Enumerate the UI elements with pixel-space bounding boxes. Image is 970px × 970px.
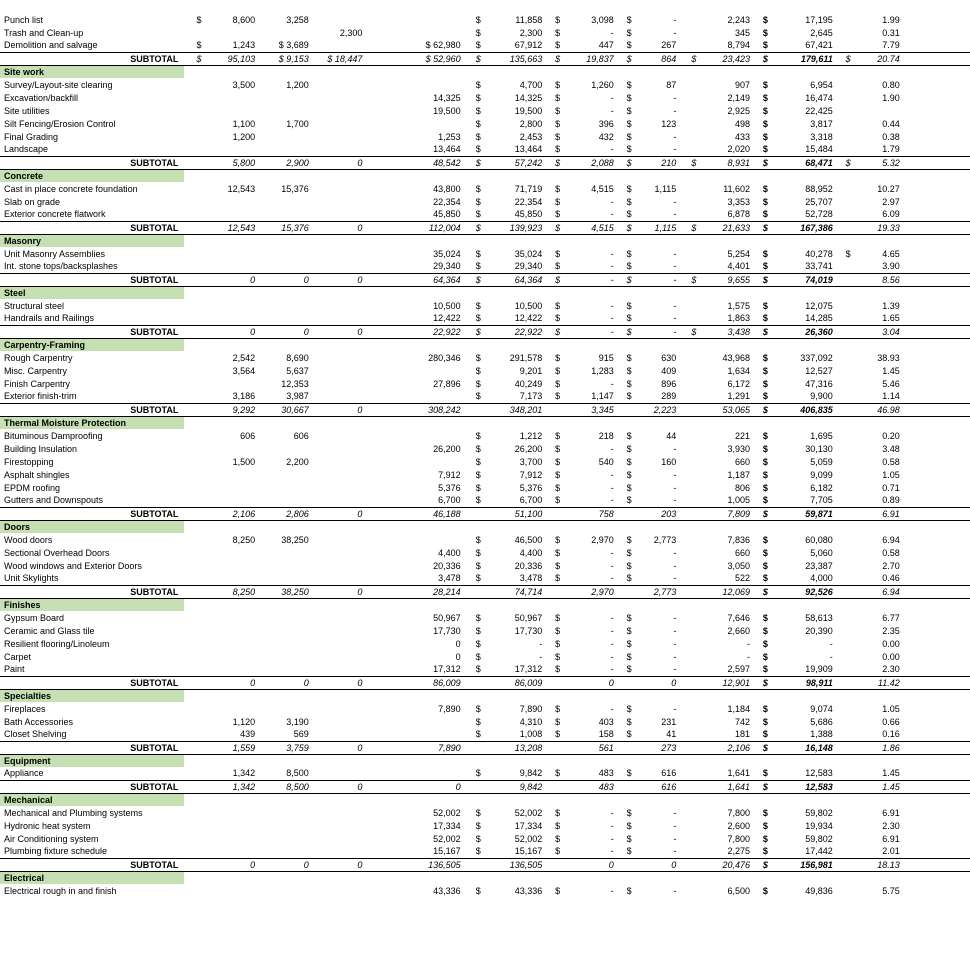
line-item-row: Hydronic heat system17,334$17,334$-$-2,6… bbox=[0, 819, 970, 832]
subtotal-row: SUBTOTAL00086,00986,0090012,901$98,91111… bbox=[0, 676, 970, 689]
line-item-row: Gypsum Board50,967$50,967$-$-7,646$58,61… bbox=[0, 611, 970, 624]
subtotal-row: SUBTOTAL5,8002,900048,542$57,242$2,088$2… bbox=[0, 156, 970, 169]
subtotal-row: SUBTOTAL9,29230,6670308,242348,2013,3452… bbox=[0, 403, 970, 416]
line-item-row: Wood windows and Exterior Doors20,336$20… bbox=[0, 559, 970, 572]
line-item-row: Gutters and Downspouts6,700$6,700$-$-1,0… bbox=[0, 494, 970, 507]
subtotal-row: SUBTOTAL8,25038,250028,21474,7142,9702,7… bbox=[0, 585, 970, 598]
line-item-row: Appliance1,3428,500$9,842$483$6161,641$1… bbox=[0, 767, 970, 780]
line-item-row: Fireplaces7,890$7,890$-$-1,184$9,0741.05 bbox=[0, 702, 970, 715]
line-item-row: Mechanical and Plumbing systems52,002$52… bbox=[0, 806, 970, 819]
subtotal-row: SUBTOTAL$95,103$ 9,153$ 18,447$ 52,960$1… bbox=[0, 52, 970, 65]
subtotal-row: SUBTOTAL2,1062,806046,18851,1007582037,8… bbox=[0, 507, 970, 520]
line-item-row: Structural steel10,500$10,500$-$-1,575$1… bbox=[0, 299, 970, 312]
line-item-row: Silt Fencing/Erosion Control1,1001,700$2… bbox=[0, 117, 970, 130]
line-item-row: Building Insulation26,200$26,200$-$-3,93… bbox=[0, 442, 970, 455]
line-item-row: Int. stone tops/backsplashes29,340$29,34… bbox=[0, 260, 970, 273]
line-item-row: Demolition and salvage$1,243$ 3,689$ 62,… bbox=[0, 39, 970, 52]
line-item-row: Finish Carpentry12,35327,896$40,249$-$89… bbox=[0, 377, 970, 390]
section-header: Specialties bbox=[0, 689, 970, 702]
line-item-row: EPDM roofing5,376$5,376$-$-806$6,1820.71 bbox=[0, 481, 970, 494]
line-item-row: Paint17,312$17,312$-$-2,597$19,9092.30 bbox=[0, 663, 970, 676]
line-item-row: Ceramic and Glass tile17,730$17,730$-$-2… bbox=[0, 624, 970, 637]
section-header: Equipment bbox=[0, 754, 970, 767]
section-header: Concrete bbox=[0, 169, 970, 182]
section-header: Steel bbox=[0, 286, 970, 299]
line-item-row: Final Grading1,2001,253$2,453$432$-433$3… bbox=[0, 130, 970, 143]
section-header: Electrical bbox=[0, 871, 970, 884]
line-item-row: Wood doors8,25038,250$46,500$2,970$2,773… bbox=[0, 533, 970, 546]
subtotal-row: SUBTOTAL1,5593,75907,89013,2085612732,10… bbox=[0, 741, 970, 754]
section-header: Masonry bbox=[0, 234, 970, 247]
line-item-row: Sectional Overhead Doors4,400$4,400$-$-6… bbox=[0, 546, 970, 559]
line-item-row: Punch list$8,6003,258$11,858$3,098$-2,24… bbox=[0, 13, 970, 26]
line-item-row: Electrical rough in and finish43,336$43,… bbox=[0, 884, 970, 897]
subtotal-row: SUBTOTAL00022,922$22,922$-$-$3,438$26,36… bbox=[0, 325, 970, 338]
line-item-row: Cast in place concrete foundation12,5431… bbox=[0, 182, 970, 195]
subtotal-row: SUBTOTAL1,3428,500009,8424836161,641$12,… bbox=[0, 780, 970, 793]
line-item-row: Asphalt shingles7,912$7,912$-$-1,187$9,0… bbox=[0, 468, 970, 481]
line-item-row: Plumbing fixture schedule15,167$15,167$-… bbox=[0, 845, 970, 858]
line-item-row bbox=[0, 0, 970, 13]
section-header: Finishes bbox=[0, 598, 970, 611]
line-item-row: Firestopping1,5002,200$3,700$540$160660$… bbox=[0, 455, 970, 468]
section-header: Site work bbox=[0, 65, 970, 78]
line-item-row: Carpet0$-$-$--$-0.00 bbox=[0, 650, 970, 663]
line-item-row: Rough Carpentry2,5428,690280,346$291,578… bbox=[0, 351, 970, 364]
line-item-row: Handrails and Railings12,422$12,422$-$-1… bbox=[0, 312, 970, 325]
line-item-row: Unit Skylights3,478$3,478$-$-522$4,0000.… bbox=[0, 572, 970, 585]
subtotal-row: SUBTOTAL000136,505136,5050020,476$156,98… bbox=[0, 858, 970, 871]
section-header: Doors bbox=[0, 520, 970, 533]
section-header: Carpentry-Framing bbox=[0, 338, 970, 351]
line-item-row: Air Conditioning system52,002$52,002$-$-… bbox=[0, 832, 970, 845]
subtotal-row: SUBTOTAL00064,364$64,364$-$-$9,655$74,01… bbox=[0, 273, 970, 286]
line-item-row: Exterior concrete flatwork45,850$45,850$… bbox=[0, 208, 970, 221]
line-item-row: Misc. Carpentry3,5645,637$9,201$1,283$40… bbox=[0, 364, 970, 377]
line-item-row: Excavation/backfill14,325$14,325$-$-2,14… bbox=[0, 91, 970, 104]
line-item-row: Site utilities19,500$19,500$-$-2,925$22,… bbox=[0, 104, 970, 117]
line-item-row: Exterior finish-trim3,1863,987$7,173$1,1… bbox=[0, 390, 970, 403]
section-header: Mechanical bbox=[0, 793, 970, 806]
line-item-row: Survey/Layout-site clearing3,5001,200$4,… bbox=[0, 78, 970, 91]
line-item-row: Resilient flooring/Linoleum0$-$-$--$-0.0… bbox=[0, 637, 970, 650]
line-item-row: Landscape13,464$13,464$-$-2,020$15,4841.… bbox=[0, 143, 970, 156]
line-item-row: Bituminous Damproofing606606$1,212$218$4… bbox=[0, 429, 970, 442]
section-header: Thermal Moisture Protection bbox=[0, 416, 970, 429]
line-item-row: Trash and Clean-up2,300$2,300$-$-345$2,6… bbox=[0, 26, 970, 39]
estimate-spreadsheet: Punch list$8,6003,258$11,858$3,098$-2,24… bbox=[0, 0, 970, 897]
line-item-row: Slab on grade22,354$22,354$-$-3,353$25,7… bbox=[0, 195, 970, 208]
line-item-row: Unit Masonry Assemblies35,024$35,024$-$-… bbox=[0, 247, 970, 260]
line-item-row: Bath Accessories1,1203,190$4,310$403$231… bbox=[0, 715, 970, 728]
subtotal-row: SUBTOTAL12,54315,3760112,004$139,923$4,5… bbox=[0, 221, 970, 234]
line-item-row: Closet Shelving439569$1,008$158$41181$1,… bbox=[0, 728, 970, 741]
